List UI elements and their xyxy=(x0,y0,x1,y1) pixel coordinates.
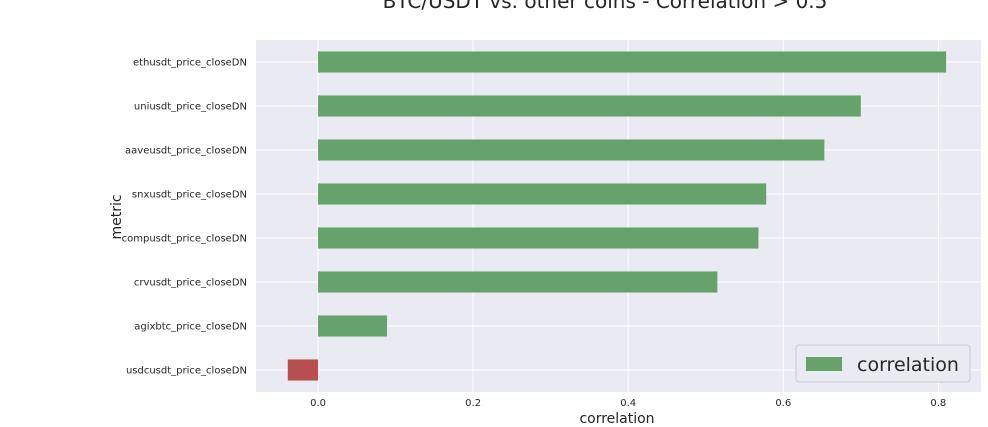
legend: correlation xyxy=(795,344,971,383)
x-tick-label: 0.6 xyxy=(775,398,791,409)
x-axis-label: correlation xyxy=(579,411,654,427)
legend-swatch xyxy=(806,357,842,371)
bar-ethusdt_price_closeDN xyxy=(318,51,947,73)
bar-agixbtc_price_closeDN xyxy=(318,315,388,337)
bar-usdcusdt_price_closeDN xyxy=(287,359,319,381)
x-tick-label: 0.2 xyxy=(465,398,481,409)
plot-area xyxy=(256,40,981,392)
y-axis-label: metric xyxy=(109,194,125,239)
x-tick-label: 0.0 xyxy=(310,398,326,409)
y-tick-label: crvusdt_price_closeDN xyxy=(134,278,247,289)
chart-title: BTC/USDT vs. other coins - Correlation >… xyxy=(383,0,828,13)
bar-compusdt_price_closeDN xyxy=(318,227,759,249)
bar-aaveusdt_price_closeDN xyxy=(318,139,825,161)
bars xyxy=(287,51,947,381)
y-tick-label: compusdt_price_closeDN xyxy=(122,234,247,245)
legend-label: correlation xyxy=(857,354,959,376)
x-tick-labels: 0.0 0.2 0.4 0.6 0.8 xyxy=(310,398,946,409)
y-tick-label: agixbtc_price_closeDN xyxy=(134,322,247,333)
legend-box xyxy=(795,344,971,383)
bar-crvusdt_price_closeDN xyxy=(318,271,718,293)
y-tick-label: ethusdt_price_closeDN xyxy=(133,58,247,69)
x-tick-label: 0.8 xyxy=(930,398,946,409)
y-tick-label: aaveusdt_price_closeDN xyxy=(125,146,247,157)
y-tick-label: usdcusdt_price_closeDN xyxy=(126,366,247,377)
bar-snxusdt_price_closeDN xyxy=(318,183,767,205)
bar-uniusdt_price_closeDN xyxy=(318,95,861,117)
x-tick-label: 0.4 xyxy=(620,398,636,409)
y-tick-labels: ethusdt_price_closeDN uniusdt_price_close… xyxy=(122,58,247,377)
y-tick-label: uniusdt_price_closeDN xyxy=(134,102,247,113)
y-tick-label: snxusdt_price_closeDN xyxy=(132,190,247,201)
